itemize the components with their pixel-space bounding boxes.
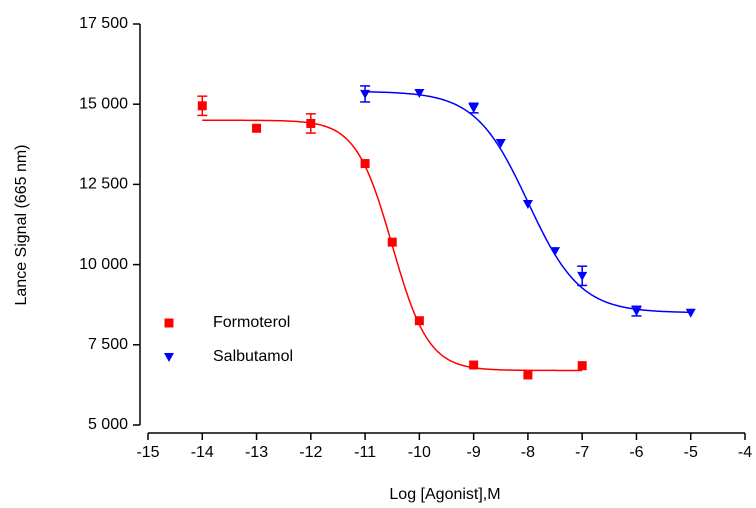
- data-point: [468, 104, 479, 114]
- legend-marker: [164, 353, 174, 362]
- data-point: [414, 88, 425, 98]
- data-point: [469, 360, 479, 370]
- x-tick-label: -8: [521, 444, 535, 461]
- y-tick-label: 10 000: [79, 256, 128, 273]
- data-point: [387, 237, 397, 247]
- data-point: [550, 247, 561, 257]
- x-tick-label: -4: [738, 444, 752, 461]
- y-tick-label: 12 500: [79, 176, 128, 193]
- data-point: [577, 361, 587, 371]
- x-tick-label: -5: [684, 444, 698, 461]
- data-point: [360, 89, 371, 99]
- data-point: [523, 370, 533, 380]
- data-point: [631, 307, 642, 317]
- y-tick-label: 15 000: [79, 95, 128, 112]
- x-tick-label: -10: [408, 444, 431, 461]
- x-tick-label: -15: [136, 444, 159, 461]
- data-point: [414, 316, 424, 326]
- y-axis-title: Lance Signal (665 nm): [13, 145, 30, 306]
- x-tick-label: -11: [354, 444, 376, 461]
- y-tick-label: 17 500: [79, 15, 128, 32]
- data-point: [197, 101, 207, 111]
- data-point: [306, 118, 316, 128]
- data-point: [360, 159, 370, 169]
- x-tick-label: -14: [191, 444, 214, 461]
- legend-label: Salbutamol: [213, 348, 293, 365]
- data-point: [685, 308, 696, 318]
- x-tick-label: -7: [575, 444, 589, 461]
- data-point: [577, 271, 588, 281]
- y-tick-label: 7 500: [88, 336, 128, 353]
- x-tick-label: -9: [467, 444, 481, 461]
- x-tick-label: -12: [299, 444, 322, 461]
- data-point: [522, 199, 533, 209]
- legend-marker: [164, 318, 174, 328]
- x-tick-label: -6: [629, 444, 643, 461]
- data-point: [252, 123, 262, 133]
- legend-label: Formoterol: [213, 314, 290, 331]
- x-axis-title: Log [Agonist],M: [389, 486, 500, 503]
- x-tick-label: -13: [245, 444, 268, 461]
- y-tick-label: 5 000: [88, 416, 128, 433]
- data-point: [495, 139, 506, 149]
